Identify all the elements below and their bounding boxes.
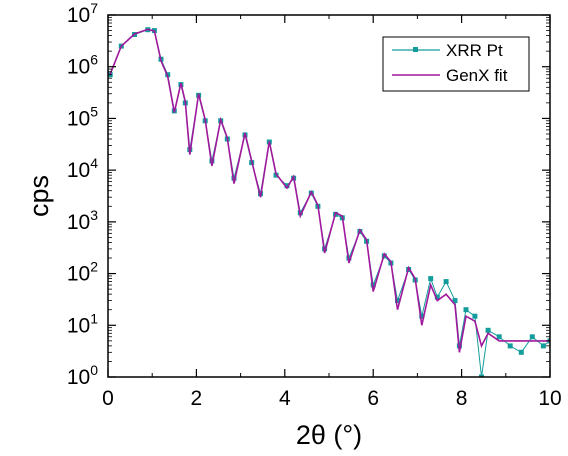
- legend: XRR Pt GenX fit: [382, 36, 530, 92]
- y-tick-base: 10: [67, 4, 90, 27]
- data-point: [507, 343, 513, 349]
- y-tick-exp: 2: [90, 259, 98, 275]
- y-tick-label: 101: [67, 310, 98, 337]
- data-point: [518, 349, 524, 355]
- data-point: [479, 374, 484, 377]
- data-point: [284, 183, 290, 189]
- data-point: [496, 334, 502, 340]
- y-tick-exp: 4: [90, 155, 98, 171]
- x-tick-label: 0: [102, 387, 114, 410]
- x-tick-label: 8: [456, 387, 468, 410]
- x-tick-label: 4: [279, 387, 291, 410]
- data-point: [370, 282, 376, 288]
- series-line-genx: [109, 28, 550, 353]
- x-tick-label: 2: [191, 387, 203, 410]
- data-point: [428, 276, 434, 282]
- y-axis-label: cps: [24, 175, 54, 217]
- data-point: [443, 279, 449, 285]
- data-point: [452, 298, 458, 304]
- y-tick-base: 10: [67, 56, 90, 79]
- data-point: [419, 313, 425, 319]
- legend-label-genx: GenX fit: [446, 66, 508, 85]
- x-tick-label: 6: [367, 387, 379, 410]
- data-point: [529, 334, 535, 340]
- data-point: [485, 327, 491, 333]
- y-tick-base: 10: [67, 263, 90, 286]
- data-point: [434, 294, 440, 300]
- y-tick-label: 106: [67, 52, 98, 79]
- y-tick-label: 104: [67, 155, 98, 182]
- y-tick-label: 105: [67, 103, 98, 130]
- data-point: [395, 298, 400, 304]
- legend-label-xrr: XRR Pt: [446, 41, 503, 60]
- y-tick-label: 102: [67, 259, 98, 286]
- data-point: [463, 307, 469, 313]
- y-tick-exp: 6: [90, 52, 98, 68]
- y-tick-label: 107: [67, 0, 98, 27]
- y-tick-exp: 5: [90, 103, 98, 119]
- y-tick-exp: 7: [90, 0, 98, 16]
- data-point: [472, 313, 478, 319]
- y-tick-label: 103: [67, 207, 98, 234]
- y-tick-base: 10: [67, 314, 90, 337]
- y-tick-exp: 0: [90, 362, 98, 378]
- y-tick-base: 10: [67, 107, 90, 130]
- y-tick-base: 10: [67, 159, 90, 182]
- y-tick-base: 10: [67, 211, 90, 234]
- data-point: [273, 172, 279, 178]
- series-layer: [108, 27, 550, 377]
- x-tick-label: 10: [538, 387, 561, 410]
- legend-marker-xrr: [413, 47, 418, 52]
- y-tick-exp: 1: [90, 310, 98, 326]
- data-point: [540, 343, 546, 349]
- y-tick-exp: 3: [90, 207, 98, 223]
- y-tick-label: 100: [67, 362, 98, 389]
- x-axis-label: 2θ (°): [296, 420, 362, 450]
- y-tick-base: 10: [67, 366, 90, 389]
- legend-box: [382, 36, 530, 92]
